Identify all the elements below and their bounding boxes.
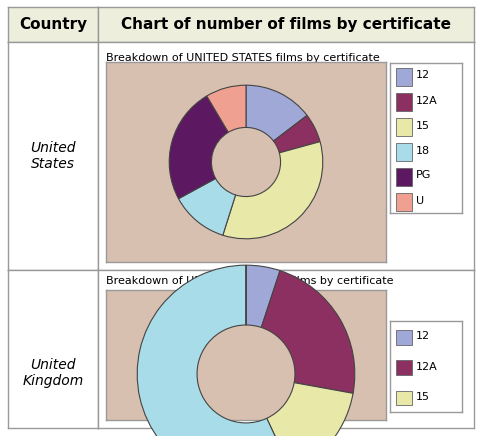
Bar	[396, 68, 412, 86]
Wedge shape	[267, 383, 353, 436]
Bar	[396, 143, 412, 161]
Text: United
Kingdom: United Kingdom	[22, 358, 83, 388]
Text: 15: 15	[416, 120, 430, 130]
Text: Chart of number of films by certificate: Chart of number of films by certificate	[121, 17, 451, 32]
Bar	[396, 360, 412, 375]
Bar	[396, 118, 412, 136]
Text: 12: 12	[416, 71, 430, 81]
Text: United
States: United States	[30, 141, 76, 171]
Wedge shape	[178, 178, 236, 235]
Wedge shape	[273, 116, 320, 153]
Wedge shape	[169, 96, 228, 199]
Text: Country: Country	[19, 17, 87, 32]
Text: 18: 18	[416, 146, 430, 156]
Wedge shape	[261, 271, 355, 393]
Wedge shape	[137, 265, 292, 436]
Text: U: U	[416, 195, 424, 205]
Text: 12A: 12A	[416, 362, 438, 372]
Text: 12A: 12A	[416, 95, 438, 106]
Bar	[396, 391, 412, 405]
Wedge shape	[223, 142, 323, 239]
Bar	[396, 193, 412, 211]
Text: Breakdown of UNITED KINGDOM films by certificate: Breakdown of UNITED KINGDOM films by cer…	[106, 276, 393, 286]
Text: 15: 15	[416, 392, 430, 402]
Text: Breakdown of UNITED STATES films by certificate: Breakdown of UNITED STATES films by cert…	[106, 53, 379, 63]
Text: PG: PG	[416, 170, 431, 181]
Text: 12: 12	[416, 331, 430, 341]
Wedge shape	[246, 265, 280, 327]
Wedge shape	[207, 85, 246, 132]
Bar	[396, 330, 412, 344]
Wedge shape	[246, 85, 307, 141]
Bar	[396, 168, 412, 186]
Bar	[396, 93, 412, 111]
